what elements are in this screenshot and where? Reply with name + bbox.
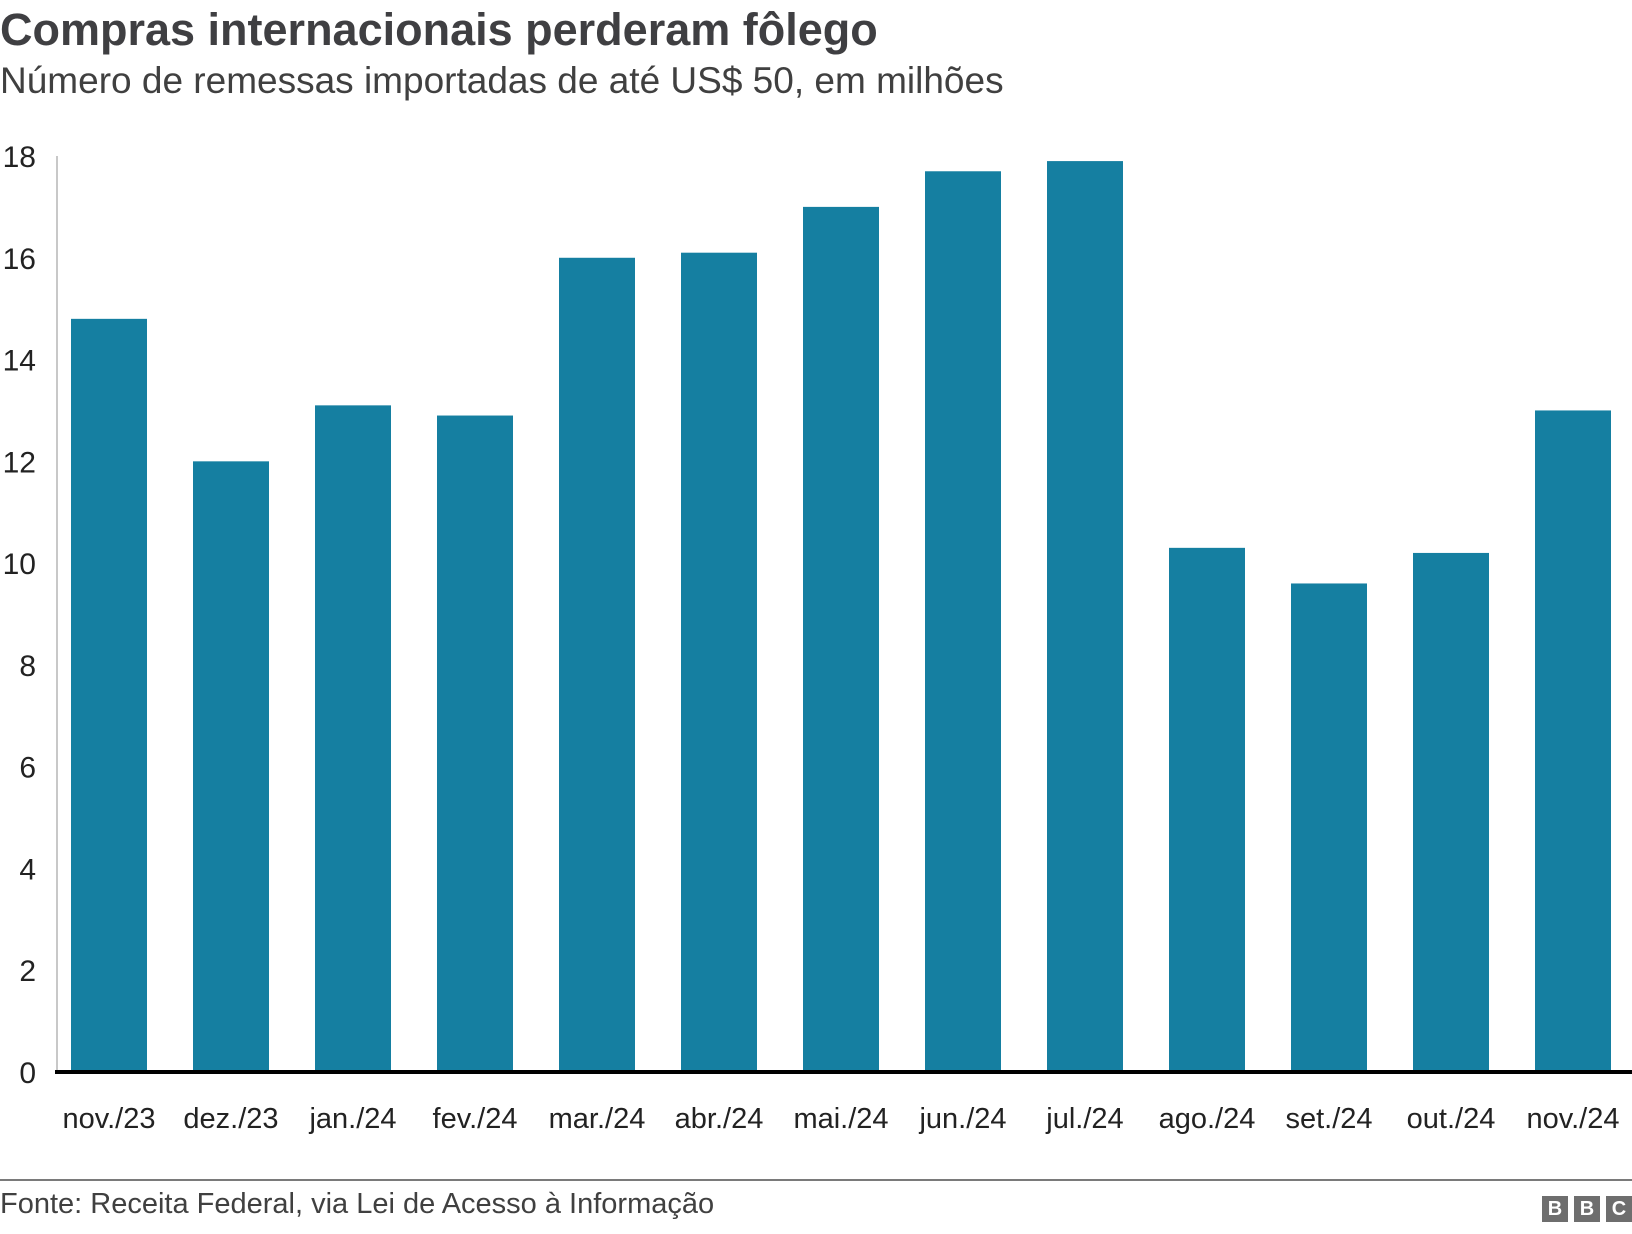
bar-abr./24 [681, 252, 757, 1072]
chart-title: Compras internacionais perderam fôlego [0, 4, 878, 55]
x-tick-label: ago./24 [1159, 1103, 1256, 1135]
bar-jan./24 [315, 405, 391, 1072]
bar-dez./23 [193, 461, 269, 1072]
x-tick-label: nov./24 [1527, 1103, 1620, 1135]
bbc-logo-letter: C [1606, 1196, 1632, 1222]
bar-mai./24 [803, 206, 879, 1072]
y-tick-label: 14 [3, 345, 36, 378]
y-tick-label: 4 [19, 853, 36, 886]
bar-chart: 0 2 4 6 8 10 12 14 16 18 nov./23 dez./23 jan./24 fev… [3, 141, 1632, 1135]
y-tick-label: 16 [3, 243, 36, 276]
x-tick-label: fev./24 [433, 1103, 518, 1135]
bbc-logo-letter: B [1542, 1196, 1568, 1222]
bar-jun./24 [925, 171, 1001, 1072]
x-tick-label: jul./24 [1045, 1103, 1123, 1135]
bar-nov./23 [71, 318, 147, 1072]
x-tick-label: out./24 [1407, 1103, 1496, 1135]
bbc-logo: B B C [1542, 1196, 1632, 1222]
y-tick-label: 6 [19, 752, 36, 785]
y-tick-label: 8 [19, 650, 36, 683]
x-tick-label: mar./24 [549, 1103, 646, 1135]
bar-set./24 [1291, 583, 1367, 1072]
y-tick-label: 12 [3, 446, 36, 479]
x-tick-label: jun./24 [918, 1103, 1006, 1135]
bar-nov./24 [1535, 410, 1611, 1072]
x-tick-label: dez./23 [183, 1103, 278, 1135]
x-tick-label: mai./24 [793, 1103, 888, 1135]
x-tick-label: abr./24 [675, 1103, 764, 1135]
bar-mar./24 [559, 257, 635, 1072]
bar-jul./24 [1047, 161, 1123, 1073]
x-tick-label: nov./23 [63, 1103, 156, 1135]
y-tick-label: 2 [19, 955, 36, 988]
y-tick-label: 10 [3, 548, 36, 581]
bbc-logo-letter: B [1574, 1196, 1600, 1222]
bar-ago./24 [1169, 547, 1245, 1072]
chart-subtitle: Número de remessas importadas de até US$… [0, 60, 1004, 101]
footer-divider [0, 1179, 1632, 1181]
bar-out./24 [1413, 552, 1489, 1072]
bar-fev./24 [437, 415, 513, 1072]
x-tick-label: jan./24 [308, 1103, 396, 1135]
source-note: Fonte: Receita Federal, via Lei de Acess… [0, 1188, 715, 1220]
x-tick-label: set./24 [1285, 1103, 1372, 1135]
y-tick-label: 18 [3, 141, 36, 174]
y-tick-label: 0 [19, 1057, 36, 1090]
